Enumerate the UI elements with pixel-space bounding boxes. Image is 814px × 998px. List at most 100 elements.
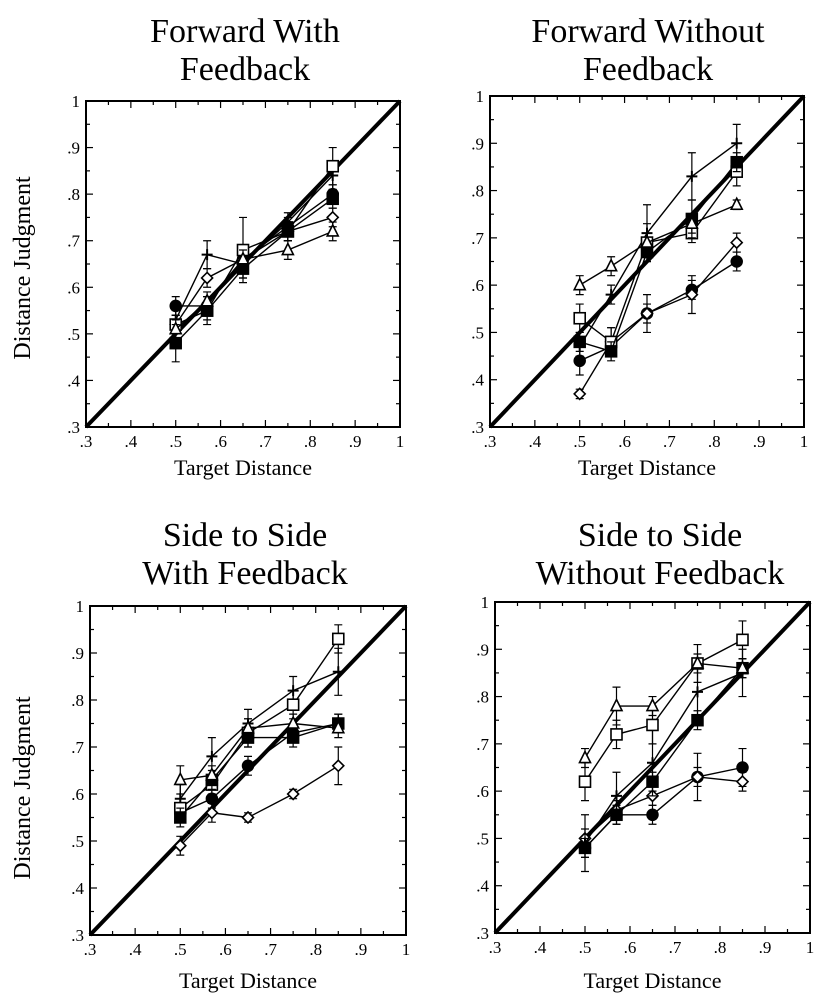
series-open-triangle: [168, 221, 340, 340]
data-point-open-circle: [690, 770, 705, 784]
y-tick-label: .4: [67, 371, 80, 390]
y-tick-label: 1: [476, 87, 485, 106]
series-line: [579, 260, 738, 362]
data-point-open-square: [610, 728, 623, 741]
y-tick-label: .6: [476, 782, 489, 801]
x-tick-label: .8: [309, 940, 322, 959]
data-point-open-circle: [326, 210, 340, 225]
y-tick-label: .5: [67, 325, 80, 344]
data-point-open-square: [573, 311, 587, 325]
series-line: [179, 765, 339, 847]
chart-title-line-1: Forward With: [150, 13, 340, 50]
x-tick-label: .7: [264, 940, 277, 959]
x-tick-label: .7: [669, 938, 682, 957]
y-axis-label-top: Distance Judgment: [10, 176, 36, 360]
data-point-open-triangle: [685, 215, 699, 229]
x-tick-label: .7: [663, 432, 676, 451]
series-line: [180, 722, 339, 814]
series-open-circle: [173, 746, 345, 856]
x-tick-label: .3: [80, 432, 93, 451]
data-point-open-circle: [200, 271, 214, 285]
series-filled-square: [573, 152, 743, 362]
y-tick-label: 1: [76, 597, 85, 616]
x-tick-label: .6: [219, 940, 232, 959]
data-point-cross: [647, 757, 658, 769]
series-line: [175, 165, 334, 326]
data-point-filled-circle: [169, 299, 182, 313]
data-point-open-square: [286, 698, 300, 712]
data-point-cross: [206, 750, 218, 762]
y-tick-label: .8: [67, 185, 80, 204]
data-point-filled-square: [604, 345, 618, 358]
y-tick-label: .3: [476, 924, 489, 943]
y-tick-label: .9: [67, 139, 80, 158]
data-point-open-triangle: [168, 320, 183, 335]
data-point-open-triangle: [281, 241, 295, 256]
data-point-open-triangle: [690, 655, 705, 669]
data-point-open-circle: [573, 387, 587, 401]
chart-title-line-1: Forward Without: [531, 13, 765, 50]
y-tick-label: .7: [476, 735, 489, 754]
series-cross: [174, 647, 344, 814]
x-tick-label: .3: [489, 938, 502, 957]
y-tick-label: .9: [471, 134, 484, 153]
series-open-triangle: [572, 196, 744, 296]
x-tick-label: .4: [129, 940, 142, 959]
data-point-filled-square: [691, 713, 704, 727]
data-point-open-triangle: [200, 292, 214, 307]
series-cross: [579, 648, 748, 873]
series-line: [584, 639, 743, 783]
x-tick-label: .5: [169, 432, 182, 451]
data-point-filled-square: [174, 811, 187, 824]
x-tick-label: .4: [528, 432, 541, 451]
data-point-open-circle: [205, 806, 219, 820]
chart-title-line-1: Side to Side: [163, 517, 327, 554]
data-point-open-triangle: [578, 749, 592, 764]
y-tick-label: .6: [471, 276, 484, 295]
data-point-open-triangle: [286, 715, 300, 729]
series-line: [180, 722, 339, 781]
x-tick-label: .8: [714, 938, 727, 957]
x-tick-label: .8: [708, 432, 721, 451]
series-open-circle: [573, 232, 744, 401]
series-line: [579, 142, 738, 347]
y-tick-label: .8: [471, 182, 484, 201]
x-tick-label: .9: [759, 938, 772, 957]
x-tick-label: 1: [396, 432, 405, 451]
y-tick-label: .9: [476, 640, 489, 659]
data-point-cross: [332, 666, 344, 678]
x-axis-label: Target Distance: [578, 455, 716, 480]
x-tick-label: .4: [534, 938, 547, 957]
y-tick-label: .5: [71, 832, 84, 851]
data-point-open-circle: [331, 759, 345, 773]
series-open-triangle: [578, 653, 750, 769]
data-point-filled-square: [573, 335, 586, 349]
data-point-open-triangle: [735, 659, 750, 674]
x-tick-label: .5: [579, 938, 592, 957]
x-tick-label: .3: [484, 432, 497, 451]
data-point-open-triangle: [645, 697, 660, 712]
data-point-open-triangle: [572, 276, 587, 291]
series-open-triangle: [173, 713, 346, 795]
chart-title-line-2: Feedback: [180, 51, 310, 88]
series-line: [179, 671, 339, 800]
x-tick-label: .7: [259, 432, 272, 451]
data-point-open-square: [736, 633, 749, 647]
data-point-filled-circle: [730, 255, 743, 268]
data-point-cross: [611, 790, 622, 802]
data-point-cross: [201, 249, 213, 261]
data-point-open-square: [326, 159, 340, 173]
x-tick-label: .5: [573, 432, 586, 451]
y-tick-label: .3: [471, 418, 484, 437]
series-open-square: [578, 620, 749, 802]
y-tick-label: .5: [471, 323, 484, 342]
data-point-filled-square: [730, 155, 743, 169]
y-axis-label-bottom: Distance Judgment: [10, 696, 36, 880]
x-tick-label: 1: [800, 432, 809, 451]
x-tick-label: .9: [354, 940, 367, 959]
